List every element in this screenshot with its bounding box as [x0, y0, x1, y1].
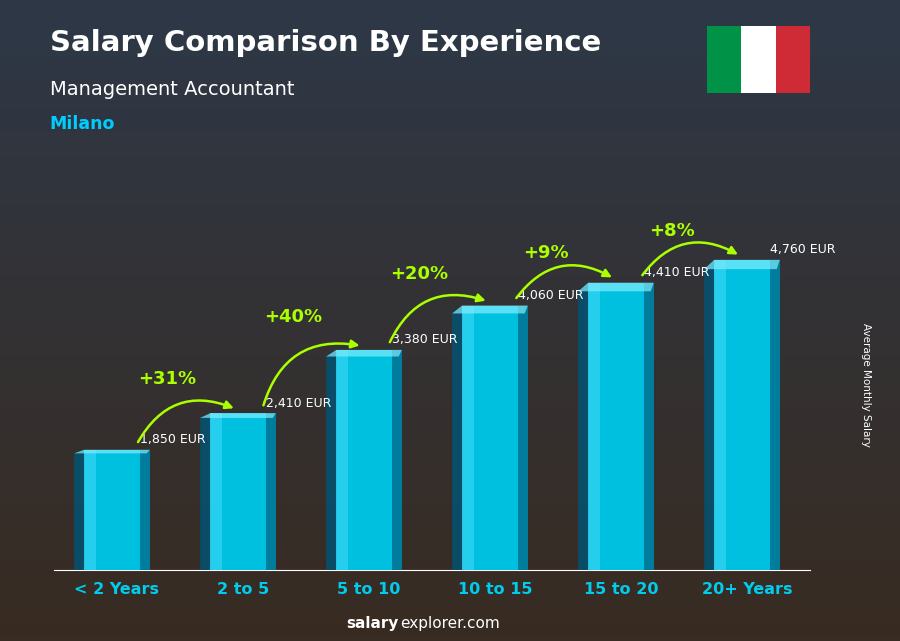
Bar [463, 306, 527, 570]
Bar [518, 306, 527, 570]
Bar [337, 350, 401, 570]
Polygon shape [452, 306, 463, 570]
Bar [741, 26, 776, 93]
Bar [211, 413, 222, 570]
Text: 4,410 EUR: 4,410 EUR [644, 266, 709, 279]
Bar [266, 413, 275, 570]
Bar [770, 260, 779, 570]
Text: +8%: +8% [649, 222, 695, 240]
Bar [85, 450, 149, 570]
Polygon shape [326, 350, 337, 570]
Bar [706, 26, 741, 93]
Text: Management Accountant: Management Accountant [50, 80, 294, 99]
Bar [589, 283, 600, 570]
Bar [715, 260, 726, 570]
Text: Milano: Milano [50, 115, 115, 133]
Bar [589, 283, 653, 570]
Polygon shape [704, 260, 715, 570]
Bar [644, 283, 653, 570]
Text: 2,410 EUR: 2,410 EUR [266, 397, 331, 410]
Text: explorer.com: explorer.com [400, 617, 500, 631]
Text: +40%: +40% [265, 308, 323, 326]
Bar [715, 260, 779, 570]
Polygon shape [200, 413, 275, 418]
Polygon shape [74, 450, 85, 570]
Bar [776, 26, 810, 93]
Bar [140, 450, 149, 570]
Text: 1,850 EUR: 1,850 EUR [140, 433, 205, 446]
Polygon shape [200, 413, 211, 570]
Polygon shape [704, 260, 779, 269]
Bar [463, 306, 474, 570]
Polygon shape [578, 283, 589, 570]
Text: salary: salary [346, 617, 399, 631]
Text: Average Monthly Salary: Average Monthly Salary [861, 322, 871, 447]
FancyBboxPatch shape [702, 22, 814, 97]
Polygon shape [326, 350, 401, 356]
Text: +31%: +31% [139, 370, 197, 388]
Bar [337, 350, 348, 570]
Text: 4,060 EUR: 4,060 EUR [518, 289, 583, 302]
Polygon shape [452, 306, 527, 313]
Text: Salary Comparison By Experience: Salary Comparison By Experience [50, 29, 601, 57]
Text: +9%: +9% [523, 244, 569, 262]
Text: 3,380 EUR: 3,380 EUR [392, 333, 457, 346]
Bar [85, 450, 96, 570]
Text: 4,760 EUR: 4,760 EUR [770, 243, 835, 256]
Bar [211, 413, 275, 570]
Polygon shape [74, 450, 149, 453]
Polygon shape [578, 283, 653, 291]
Text: +20%: +20% [391, 265, 449, 283]
Bar [392, 350, 401, 570]
